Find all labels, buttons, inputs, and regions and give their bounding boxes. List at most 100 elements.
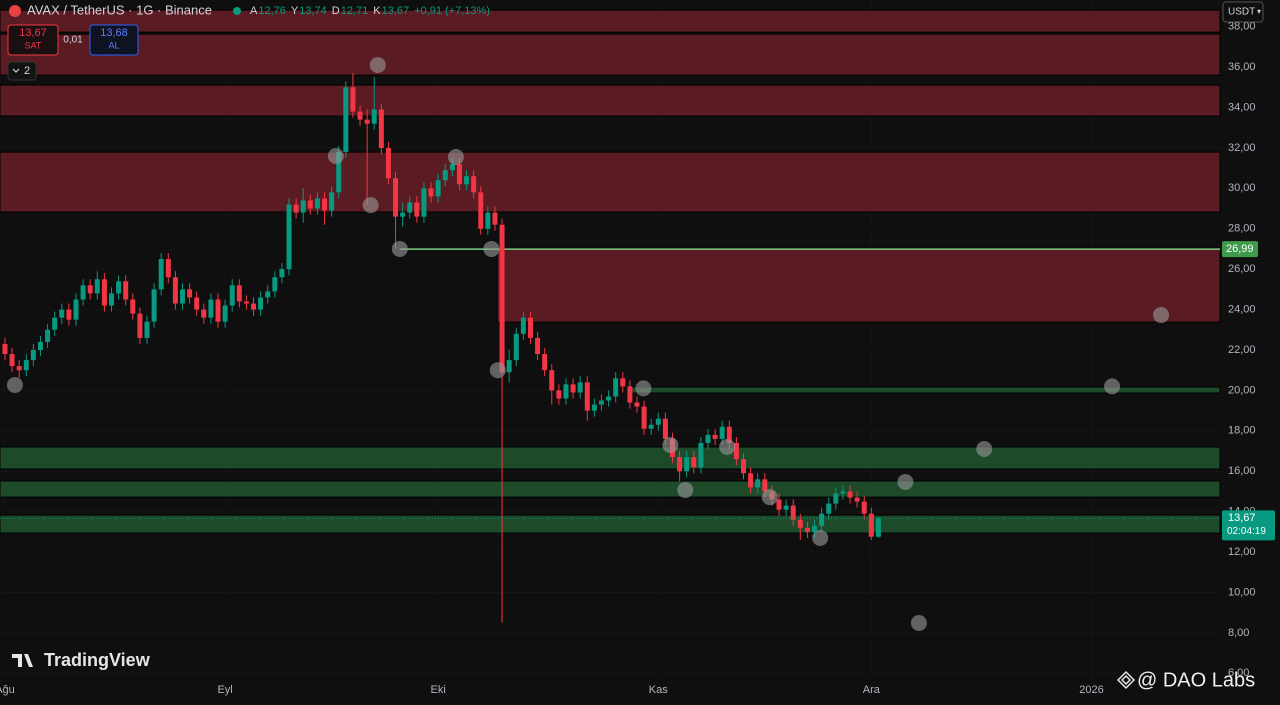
y-tick-label: 22,00: [1228, 344, 1256, 356]
candle-body: [73, 299, 79, 320]
candle-body: [499, 224, 505, 373]
candle-body: [279, 269, 285, 278]
candle-body: [9, 354, 15, 367]
candle-body: [208, 299, 214, 318]
marker: [369, 57, 386, 74]
ohlc-value: 12,76: [258, 5, 286, 17]
candle-body: [513, 333, 519, 361]
marker: [1104, 378, 1121, 395]
marker: [6, 376, 23, 393]
countdown: 02:04:19: [1227, 526, 1266, 537]
candle-body: [627, 386, 633, 403]
candle-body: [265, 291, 271, 298]
zone: [627, 386, 1221, 394]
marker: [489, 362, 506, 379]
watermark-group: TradingView @ DAO Labs: [12, 650, 1255, 691]
candle-body: [684, 457, 690, 472]
candle-body: [414, 202, 420, 217]
candle-body: [741, 459, 747, 474]
candle-body: [101, 279, 107, 306]
candle-body: [364, 119, 370, 124]
marker: [362, 197, 379, 214]
x-tick-label: Eyl: [217, 684, 232, 696]
marker: [635, 380, 652, 397]
candle-body: [442, 170, 448, 181]
candle-body: [826, 503, 832, 514]
y-tick-label: 36,00: [1228, 61, 1256, 73]
tv-logo: [12, 654, 33, 667]
candle-body: [840, 491, 846, 494]
candle-body: [698, 442, 704, 468]
candle-body: [705, 434, 711, 443]
marker: [897, 473, 914, 490]
candle-body: [733, 442, 739, 460]
candle-body: [506, 360, 512, 373]
indicator-toggle[interactable]: [7, 61, 37, 81]
sell-button[interactable]: [7, 24, 59, 56]
candle-body: [322, 198, 328, 211]
candle-body: [336, 151, 342, 193]
zone: [0, 33, 1221, 76]
candle-body: [343, 87, 349, 152]
chevron-icon: [12, 68, 20, 73]
candle-body: [875, 518, 881, 537]
zone: [0, 514, 1221, 534]
candle-body: [563, 384, 569, 399]
candle-body: [776, 499, 782, 510]
marker: [1153, 307, 1170, 324]
marker: [677, 482, 694, 499]
currency-button[interactable]: [1222, 1, 1264, 23]
candle-body: [45, 329, 51, 342]
candle-body: [144, 321, 150, 338]
candle-body: [187, 289, 193, 298]
candle-body: [130, 299, 136, 314]
candle-body: [350, 87, 356, 112]
sell-label: SAT: [25, 40, 42, 50]
candle-body: [861, 501, 867, 514]
candle-body: [251, 303, 257, 310]
candle-body: [393, 178, 399, 217]
candle-body: [80, 285, 86, 300]
candle-body: [87, 285, 93, 294]
candle-body: [66, 309, 72, 320]
candle-body: [783, 505, 789, 510]
ohlc-value: 12,71: [341, 5, 369, 17]
candle-body: [272, 277, 278, 292]
y-tick-label: 26,00: [1228, 263, 1256, 275]
buy-button[interactable]: [89, 24, 139, 56]
candle-body: [378, 109, 384, 148]
candle-body: [94, 279, 100, 294]
dropdown-icon: ▾: [1257, 7, 1261, 16]
candle-body: [385, 147, 391, 179]
status-dot: [233, 7, 241, 15]
candle-body: [307, 200, 313, 209]
candle-body: [847, 491, 853, 498]
candle-body: [833, 493, 839, 504]
x-tick-label: Kas: [649, 684, 668, 696]
candle-body: [812, 525, 818, 532]
indicator-count: 2: [24, 65, 30, 77]
last-price-tag: [1222, 510, 1275, 541]
candle-body: [655, 418, 661, 425]
candle-body: [300, 200, 306, 213]
y-tick-label: 6,00: [1228, 667, 1249, 679]
currency: USDT: [1228, 7, 1255, 18]
candle-body: [478, 192, 484, 229]
candle-body: [194, 297, 200, 310]
candle-body: [456, 164, 462, 185]
y-tick-label: 16,00: [1228, 465, 1256, 477]
candle-body: [286, 204, 292, 270]
candle-body: [23, 360, 29, 371]
candle-body: [16, 366, 22, 371]
plot-area: [0, 9, 1221, 632]
candle-body: [158, 259, 164, 290]
buy-price: 13,68: [100, 27, 128, 39]
candle-body: [535, 337, 541, 355]
ohlc-key: Y: [291, 5, 299, 17]
candle-body: [641, 406, 647, 429]
candle-body: [180, 289, 186, 304]
candle-body: [30, 350, 36, 361]
candle-body: [648, 424, 654, 429]
candle-body: [428, 188, 434, 197]
